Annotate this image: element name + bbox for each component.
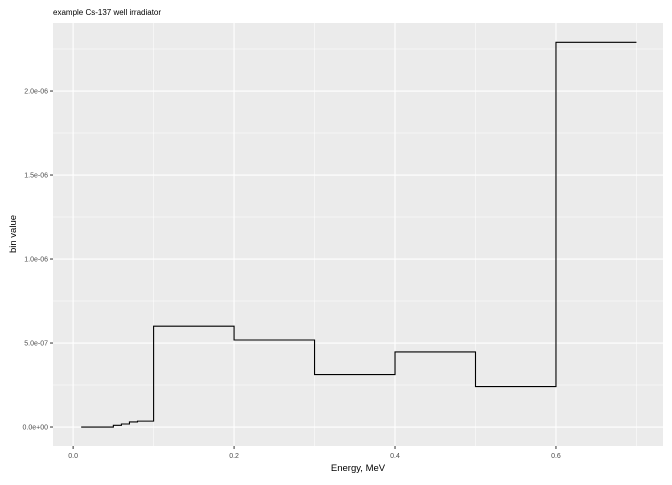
y-tick-label: 1.5e-06 xyxy=(24,173,48,180)
chart-title: example Cs-137 well irradiator xyxy=(53,8,161,17)
x-tick-label: 0.4 xyxy=(390,453,400,460)
y-tick-label: 5.0e-07 xyxy=(24,341,48,348)
y-tick-label: 0.0e+00 xyxy=(23,425,49,432)
y-axis-label: bin value xyxy=(8,215,19,253)
y-tick-label: 1.0e-06 xyxy=(24,257,48,264)
step-line xyxy=(81,41,637,428)
y-tick-label: 2.0e-06 xyxy=(24,89,48,96)
x-axis-label: Energy, MeV xyxy=(331,463,386,474)
x-tick-label: 0.6 xyxy=(551,453,561,460)
x-tick-label: 0.2 xyxy=(229,453,239,460)
plot-panel xyxy=(53,23,663,446)
x-tick-label: 0.0 xyxy=(68,453,78,460)
